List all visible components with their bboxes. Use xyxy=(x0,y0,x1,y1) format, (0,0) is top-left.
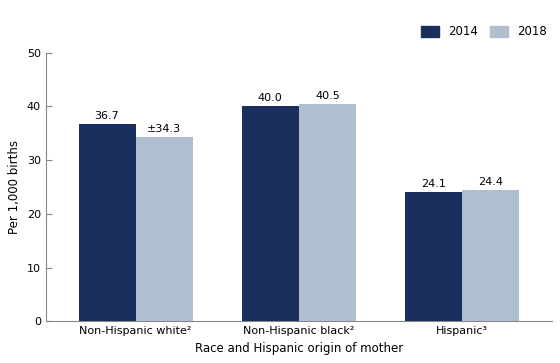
Bar xyxy=(405,192,462,321)
X-axis label: Race and Hispanic origin of mother: Race and Hispanic origin of mother xyxy=(195,342,403,355)
Bar xyxy=(136,137,193,321)
Bar xyxy=(462,190,519,321)
Bar xyxy=(299,104,356,321)
Text: 24.4: 24.4 xyxy=(478,177,503,187)
Bar xyxy=(242,106,299,321)
Text: 24.1: 24.1 xyxy=(421,179,446,189)
Y-axis label: Per 1,000 births: Per 1,000 births xyxy=(8,140,21,234)
Legend: 2014, 2018: 2014, 2018 xyxy=(417,21,552,43)
Text: ±34.3: ±34.3 xyxy=(147,124,181,134)
Bar xyxy=(78,124,136,321)
Text: 36.7: 36.7 xyxy=(95,111,119,121)
Text: 40.0: 40.0 xyxy=(258,93,283,103)
Text: 40.5: 40.5 xyxy=(315,90,340,101)
